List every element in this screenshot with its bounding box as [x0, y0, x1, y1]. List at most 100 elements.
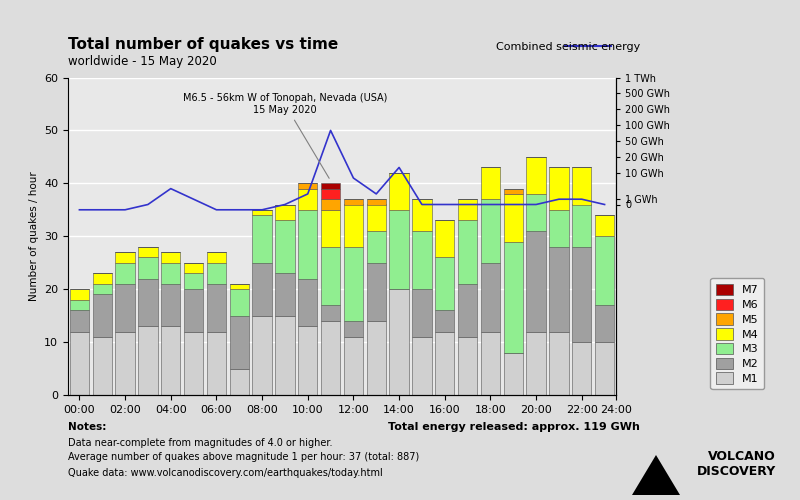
Bar: [298, 188, 318, 210]
Bar: [390, 210, 409, 289]
Text: Data near-complete from magnitudes of 4.0 or higher.: Data near-complete from magnitudes of 4.…: [68, 438, 333, 448]
Bar: [161, 252, 181, 262]
Bar: [115, 252, 134, 262]
Bar: [366, 262, 386, 321]
Bar: [366, 204, 386, 231]
Bar: [275, 220, 294, 274]
Bar: [366, 231, 386, 262]
Bar: [184, 262, 203, 274]
Bar: [252, 215, 272, 262]
Bar: [526, 332, 546, 395]
Bar: [458, 284, 478, 337]
Bar: [458, 337, 478, 395]
Bar: [298, 184, 318, 188]
Bar: [138, 278, 158, 326]
Bar: [161, 262, 181, 284]
Bar: [93, 337, 112, 395]
Bar: [70, 289, 89, 300]
Bar: [595, 305, 614, 342]
Bar: [138, 326, 158, 395]
Bar: [115, 262, 134, 284]
Text: Total number of quakes vs time: Total number of quakes vs time: [68, 38, 338, 52]
Bar: [230, 289, 249, 316]
Bar: [230, 368, 249, 395]
Bar: [321, 199, 340, 210]
Bar: [298, 326, 318, 395]
Text: Total energy released: approx. 119 GWh: Total energy released: approx. 119 GWh: [388, 422, 640, 432]
Text: worldwide - 15 May 2020: worldwide - 15 May 2020: [68, 54, 217, 68]
Bar: [161, 284, 181, 326]
Text: Combined seismic energy: Combined seismic energy: [496, 42, 640, 52]
Bar: [344, 204, 363, 247]
Bar: [412, 289, 432, 337]
Bar: [206, 284, 226, 332]
Bar: [321, 321, 340, 395]
Bar: [503, 242, 523, 352]
Bar: [321, 247, 340, 305]
Bar: [206, 252, 226, 262]
Bar: [458, 199, 478, 220]
Bar: [252, 210, 272, 215]
Bar: [275, 274, 294, 316]
Bar: [321, 188, 340, 199]
Bar: [435, 332, 454, 395]
Bar: [184, 332, 203, 395]
Bar: [298, 210, 318, 278]
Bar: [435, 220, 454, 258]
Bar: [275, 204, 294, 220]
Bar: [550, 247, 569, 332]
Bar: [595, 236, 614, 305]
Bar: [503, 352, 523, 395]
Bar: [115, 332, 134, 395]
Bar: [435, 310, 454, 332]
Bar: [550, 210, 569, 247]
Bar: [435, 258, 454, 310]
Y-axis label: Number of quakes / hour: Number of quakes / hour: [29, 172, 38, 301]
Bar: [572, 168, 591, 204]
Bar: [184, 289, 203, 332]
Bar: [595, 215, 614, 236]
Bar: [70, 332, 89, 395]
Bar: [93, 294, 112, 337]
Bar: [412, 231, 432, 289]
Bar: [321, 184, 340, 188]
Bar: [481, 168, 500, 199]
Bar: [230, 316, 249, 368]
Bar: [138, 258, 158, 278]
Bar: [93, 274, 112, 284]
Bar: [275, 316, 294, 395]
Bar: [572, 204, 591, 247]
Bar: [390, 289, 409, 395]
Bar: [526, 231, 546, 332]
Bar: [70, 300, 89, 310]
Polygon shape: [632, 455, 680, 495]
Bar: [595, 342, 614, 395]
Bar: [366, 321, 386, 395]
Text: Quake data: www.volcanodiscovery.com/earthquakes/today.html: Quake data: www.volcanodiscovery.com/ear…: [68, 468, 382, 477]
Bar: [412, 199, 432, 231]
Bar: [344, 247, 363, 321]
Bar: [344, 321, 363, 337]
Bar: [412, 337, 432, 395]
Bar: [550, 168, 569, 210]
Bar: [70, 310, 89, 332]
Bar: [252, 316, 272, 395]
Bar: [572, 247, 591, 342]
Bar: [503, 188, 523, 194]
Text: VOLCANO
DISCOVERY: VOLCANO DISCOVERY: [697, 450, 776, 478]
Bar: [298, 278, 318, 326]
Bar: [252, 262, 272, 316]
Bar: [390, 172, 409, 210]
Bar: [321, 305, 340, 321]
Bar: [481, 262, 500, 332]
Text: Notes:: Notes:: [68, 422, 106, 432]
Bar: [344, 337, 363, 395]
Bar: [206, 332, 226, 395]
Bar: [161, 326, 181, 395]
Bar: [230, 284, 249, 289]
Bar: [344, 199, 363, 204]
Text: Average number of quakes above magnitude 1 per hour: 37 (total: 887): Average number of quakes above magnitude…: [68, 452, 419, 462]
Bar: [321, 210, 340, 247]
Bar: [481, 332, 500, 395]
Bar: [503, 194, 523, 242]
